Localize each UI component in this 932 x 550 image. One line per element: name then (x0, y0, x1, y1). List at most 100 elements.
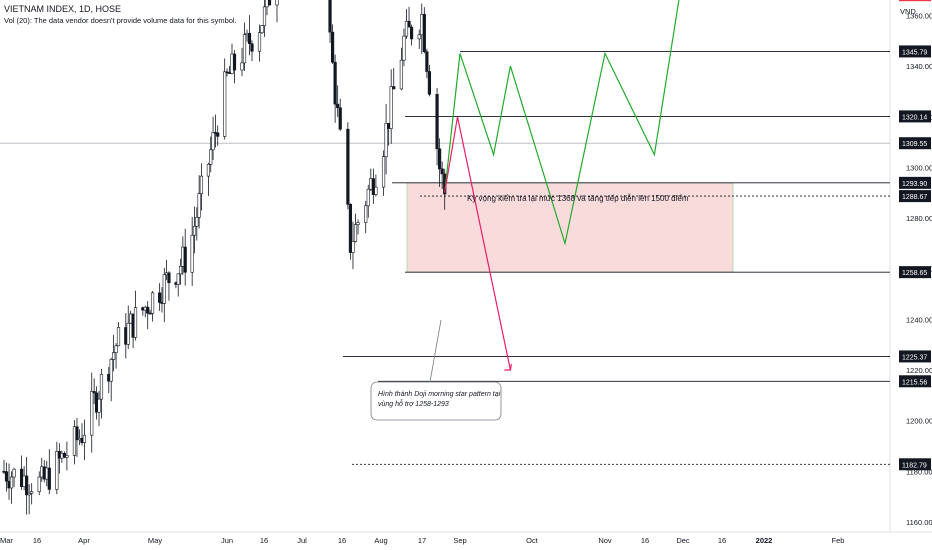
candle-body (257, 32, 262, 52)
x-tick-label: Mar (0, 536, 13, 545)
candle-body (97, 398, 101, 413)
candle-body (330, 31, 335, 63)
candle-body (92, 391, 96, 394)
candle-body (9, 476, 14, 489)
x-tick-label: 17 (418, 536, 426, 545)
candle-body (162, 274, 166, 304)
pattern-note-line2: vùng hỗ trợ 1258-1293 (378, 399, 449, 408)
candle-body (178, 266, 183, 275)
horizontal-levels-group (0, 50, 890, 465)
candle-body (57, 451, 61, 459)
pattern-note-callout: Hình thành Doji morning star pattern tại… (370, 319, 502, 421)
y-tick-label: 1220.00 (906, 366, 932, 375)
price-badge-label: 1345.79 (902, 49, 927, 56)
support-zone-group (406, 182, 734, 273)
candle-body (112, 352, 116, 360)
candle-body (250, 43, 254, 52)
candle-body (25, 475, 29, 496)
candle-body (240, 62, 244, 71)
candle-body (404, 20, 409, 37)
candle-body (438, 148, 442, 170)
candle-body (211, 132, 215, 151)
price-badge-1320.14 (899, 110, 931, 123)
candle-body (45, 467, 49, 480)
x-tick-label: Dec (676, 536, 690, 545)
chart-title: VIETNAM INDEX, 1D, HOSE (4, 4, 121, 14)
candle-body (409, 26, 414, 40)
candle-body (195, 217, 199, 227)
candle-body (242, 34, 247, 64)
y-tick-label: 1200.00 (906, 417, 932, 426)
candle-body (262, 6, 267, 26)
candle-body (333, 61, 337, 105)
candle-body (82, 434, 87, 443)
price-badge-label: 1288.67 (902, 194, 927, 201)
candle-body (384, 123, 388, 157)
candle-body (99, 373, 104, 400)
candle-body (392, 86, 396, 90)
candle-body (72, 426, 77, 456)
candle-body (275, 0, 279, 6)
price-badge-label: 1293.90 (902, 181, 927, 188)
candle-body (399, 59, 403, 90)
candle-body (420, 13, 424, 36)
candle-body (265, 0, 269, 8)
candle-body (150, 292, 155, 314)
x-tick-label: Apr (78, 536, 90, 545)
price-badge-1368.00 (899, 0, 931, 2)
candle-body (247, 32, 252, 45)
price-badge-1215.56 (899, 375, 931, 388)
candle-body (62, 452, 66, 458)
x-tick-label: 16 (260, 536, 268, 545)
candle-body (55, 451, 59, 490)
candle-body (369, 178, 373, 190)
candle-body (216, 132, 220, 137)
x-tick-label: Oct (526, 536, 539, 545)
candle-body (148, 312, 152, 315)
candle-body (27, 492, 31, 496)
candle-body (7, 480, 11, 489)
x-tick-label: Feb (832, 536, 845, 545)
candle-body (133, 307, 138, 338)
candle-body (190, 234, 194, 273)
candle-body (353, 224, 358, 242)
x-tick-label: 16 (641, 536, 649, 545)
candle-body (77, 437, 82, 441)
pattern-note-box (370, 381, 502, 421)
candle-body (192, 225, 197, 236)
candle-body (338, 107, 342, 130)
bear-arrow-head (504, 363, 512, 371)
y-tick-label: 1240.00 (906, 315, 932, 324)
x-tick-label: Sep (453, 536, 466, 545)
x-tick-label: 2022 (756, 536, 773, 545)
candle-body (116, 327, 121, 347)
price-badge-1345.79 (899, 45, 931, 58)
candle-body (75, 426, 79, 441)
x-tick-label: May (148, 536, 162, 545)
candle-body (346, 128, 350, 205)
candle-body (20, 468, 24, 487)
candle-body (356, 222, 360, 225)
candle-body (22, 475, 26, 487)
candle-body (407, 20, 411, 28)
y-tick-label: 1280.00 (906, 214, 932, 223)
candle-body (336, 103, 340, 109)
price-badge-label: 1258.65 (902, 270, 927, 277)
pattern-note-pointer (429, 319, 442, 383)
candle-body (366, 188, 370, 207)
candle-body (425, 51, 429, 72)
candle-body (389, 86, 393, 129)
candle-body (90, 391, 94, 436)
price-badge-1182.79 (899, 458, 931, 471)
candle-body (158, 292, 162, 303)
candle-body (260, 25, 264, 34)
y-tick-label: 1300.00 (906, 163, 932, 172)
candle-body (109, 359, 113, 382)
candle-body (206, 164, 211, 177)
y-tick-label: 1160.00 (906, 518, 932, 527)
currency-label: VND (900, 7, 916, 16)
y-tick-label: 1180.00 (906, 467, 932, 476)
candle-body (351, 241, 355, 253)
